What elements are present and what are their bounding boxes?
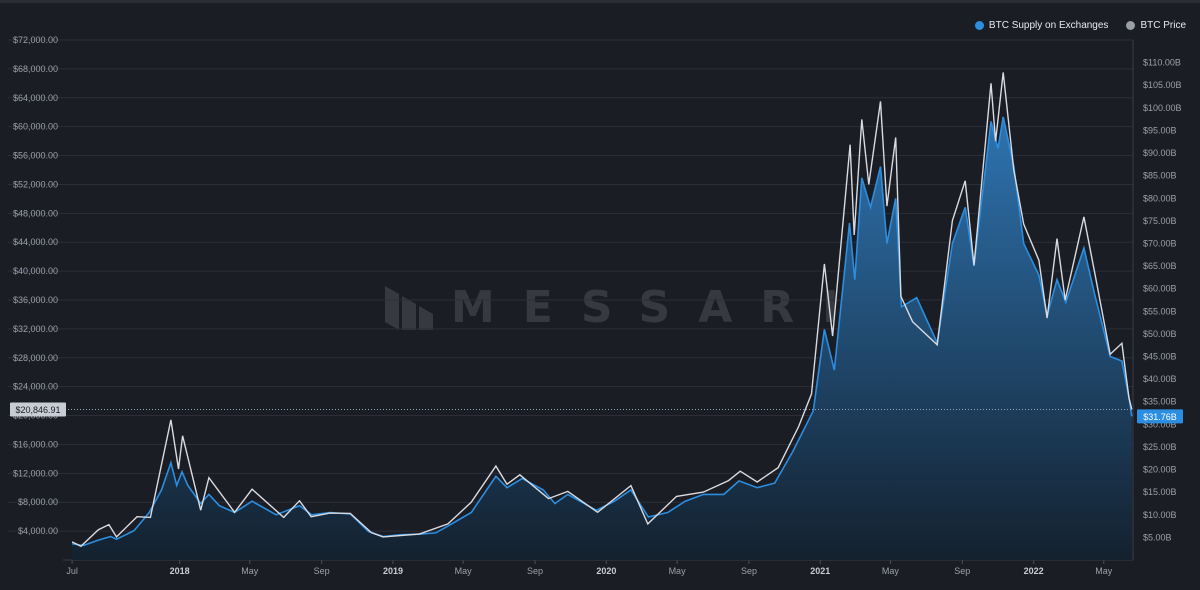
left-tick-label: $64,000.00 xyxy=(13,93,58,103)
right-tick-label: $100.00B xyxy=(1143,103,1182,113)
left-tick-label: $28,000.00 xyxy=(13,353,58,363)
left-tick-label: $8,000.00 xyxy=(18,497,58,507)
x-date-axis: Jul 2018 May Sep 2019 May Sep 2020 May Sep 2021 May… xyxy=(63,559,1133,576)
right-tick-label: $5.00B xyxy=(1143,532,1172,542)
left-tick-label: $36,000.00 xyxy=(13,295,58,305)
price-legend-dot-icon xyxy=(1126,21,1136,30)
current-supply-badge xyxy=(1137,409,1183,424)
right-tick-label: $45.00B xyxy=(1143,352,1177,362)
right-tick-label: $50.00B xyxy=(1143,329,1177,339)
left-tick-label: $60,000.00 xyxy=(13,122,58,132)
x-tick-label: Sep xyxy=(314,566,330,576)
x-tick-label: Sep xyxy=(527,566,543,576)
left-tick-label: $48,000.00 xyxy=(13,208,58,218)
x-tick-label: May xyxy=(1095,566,1113,576)
x-tick-label: 2018 xyxy=(170,566,190,576)
supply-area-fill xyxy=(72,116,1132,561)
right-tick-label: $30.00B xyxy=(1143,419,1177,429)
x-tick-label: 2021 xyxy=(810,566,830,576)
right-tick-label: $40.00B xyxy=(1143,374,1177,384)
left-tick-label: $4,000.00 xyxy=(18,526,58,536)
left-tick-label: $32,000.00 xyxy=(13,324,58,334)
right-tick-label: $75.00B xyxy=(1143,216,1177,226)
right-tick-label: $15.00B xyxy=(1143,487,1177,497)
right-tick-label: $105.00B xyxy=(1143,80,1182,90)
right-tick-label: $35.00B xyxy=(1143,397,1177,407)
right-tick-label: $60.00B xyxy=(1143,284,1177,294)
legend-item-price[interactable]: BTC Price xyxy=(1126,20,1186,31)
right-tick-label: $95.00B xyxy=(1143,125,1177,135)
right-tick-label: $70.00B xyxy=(1143,238,1177,248)
current-price-badge xyxy=(10,402,66,417)
right-tick-label: $80.00B xyxy=(1143,193,1177,203)
left-tick-label: $44,000.00 xyxy=(13,237,58,247)
left-price-axis: $4,000.00 $8,000.00 $12,000.00 $16,000.00 $2… xyxy=(13,35,58,536)
chart-legend: BTC Supply on Exchanges BTC Price xyxy=(974,20,1186,31)
legend-label-price: BTC Price xyxy=(1140,20,1186,31)
price-series-line xyxy=(71,72,1133,548)
x-tick-label: May xyxy=(669,566,687,576)
left-tick-label: $12,000.00 xyxy=(13,468,58,478)
current-supply-label: $31.76B xyxy=(1143,412,1177,422)
x-tick-label: May xyxy=(882,566,900,576)
right-tick-label: $65.00B xyxy=(1143,261,1177,271)
x-tick-label: 2020 xyxy=(596,566,616,576)
left-tick-label: $52,000.00 xyxy=(13,179,58,189)
left-tick-label: $24,000.00 xyxy=(13,382,58,392)
right-tick-label: $85.00B xyxy=(1143,171,1177,181)
right-tick-label: $90.00B xyxy=(1143,148,1177,158)
right-tick-label: $10.00B xyxy=(1143,510,1177,520)
left-tick-label: $68,000.00 xyxy=(13,64,58,74)
x-tick-label: Sep xyxy=(954,566,970,576)
left-tick-label: $40,000.00 xyxy=(13,266,58,276)
left-tick-label: $16,000.00 xyxy=(13,439,58,449)
right-tick-label: $20.00B xyxy=(1143,465,1177,475)
right-tick-label: $25.00B xyxy=(1143,442,1177,452)
x-tick-label: May xyxy=(455,566,473,576)
x-tick-label: 2022 xyxy=(1024,566,1044,576)
x-tick-label: Sep xyxy=(741,566,757,576)
left-tick-label: $56,000.00 xyxy=(13,151,58,161)
right-supply-axis: $5.00B $10.00B $15.00B $20.00B $25.00B $30.00… xyxy=(1132,40,1182,560)
legend-label-supply: BTC Supply on Exchanges xyxy=(988,20,1109,31)
right-tick-label: $55.00B xyxy=(1143,306,1177,316)
current-value-markers: $20,846.91 $31.76B xyxy=(10,402,1183,424)
series-layer xyxy=(71,72,1133,561)
top-border xyxy=(0,0,1200,3)
legend-item-supply[interactable]: BTC Supply on Exchanges xyxy=(974,20,1109,31)
x-tick-label: May xyxy=(241,566,259,576)
right-tick-label: $110.00B xyxy=(1143,58,1181,68)
left-tick-label: $72,000.00 xyxy=(13,35,58,45)
supply-legend-dot-icon xyxy=(974,21,984,30)
x-tick-label: 2019 xyxy=(383,566,403,576)
x-tick-label: Jul xyxy=(66,566,78,576)
current-price-label: $20,846.91 xyxy=(15,405,60,415)
